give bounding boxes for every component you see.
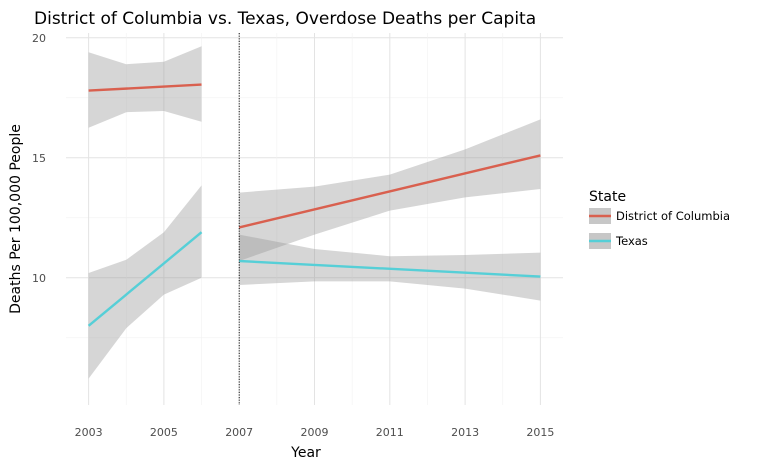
x-tick-label: 2005 (150, 426, 178, 439)
y-axis-ticks: 10 15 20 (32, 32, 46, 285)
legend-title: State (589, 189, 626, 205)
x-tick-label: 2013 (451, 426, 479, 439)
legend-label: District of Columbia (616, 209, 730, 223)
x-tick-label: 2015 (526, 426, 554, 439)
series-line (88, 83, 202, 92)
series-line (239, 259, 541, 278)
y-tick-label: 15 (32, 152, 46, 165)
grid (66, 33, 563, 405)
series-lines (87, 83, 541, 327)
confidence-band (88, 185, 202, 379)
x-tick-label: 2007 (225, 426, 253, 439)
legend: State District of Columbia Texas (589, 189, 730, 249)
series-line (238, 154, 541, 229)
y-tick-label: 10 (32, 272, 46, 285)
x-axis-title: Year (290, 445, 321, 461)
y-tick-label: 20 (32, 32, 46, 45)
x-tick-label: 2011 (376, 426, 404, 439)
x-tick-label: 2009 (301, 426, 329, 439)
chart-title: District of Columbia vs. Texas, Overdose… (34, 9, 536, 29)
x-axis-ticks: 2003 2005 2007 2009 2011 2013 2015 (75, 426, 555, 439)
y-axis-title: Deaths Per 100,000 People (8, 124, 24, 314)
series-line (87, 231, 203, 327)
legend-label: Texas (615, 234, 648, 248)
x-tick-label: 2003 (75, 426, 103, 439)
